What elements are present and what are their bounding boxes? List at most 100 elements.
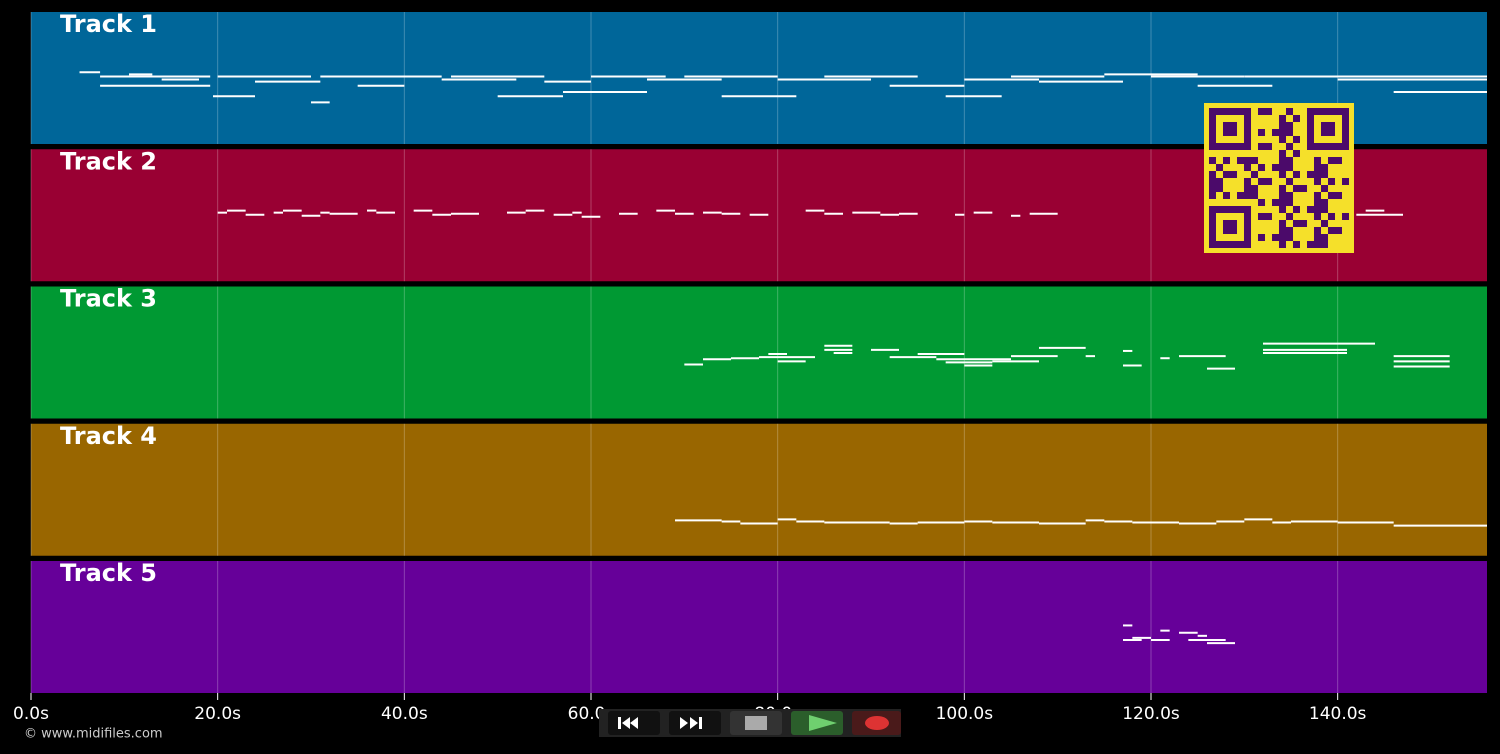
track-name: Track 4 [60,422,157,450]
qr-module [1286,164,1293,171]
qr-module [1209,178,1216,185]
qr-module [1286,199,1293,206]
record-button[interactable] [852,711,901,735]
qr-module [1279,206,1286,213]
qr-module [1279,241,1286,248]
track-name: Track 3 [60,285,157,313]
qr-module [1307,241,1314,248]
track-name: Track 5 [60,559,157,587]
qr-module [1244,185,1251,192]
qr-module [1244,164,1251,171]
qr-module [1279,192,1286,199]
qr-module [1279,199,1286,206]
qr-module [1321,206,1328,213]
qr-module [1223,157,1230,164]
qr-module [1279,129,1286,136]
qr-module [1314,171,1321,178]
qr-module [1258,108,1265,115]
qr-module [1314,164,1321,171]
qr-module [1244,192,1251,199]
qr-code [1204,103,1354,253]
qr-module [1265,213,1272,220]
qr-module [1258,143,1265,150]
track-name: Track 1 [60,10,157,38]
qr-module [1244,108,1251,150]
qr-module [1258,199,1265,206]
qr-module [1314,241,1321,248]
x-tick-label: 120.0s [1122,704,1180,724]
qr-module [1258,213,1265,220]
qr-module [1279,150,1286,157]
track: Track 3 [30,285,1487,419]
qr-module [1286,213,1293,220]
qr-module [1272,129,1279,136]
qr-module [1321,220,1328,227]
qr-module [1209,171,1216,178]
qr-module [1209,157,1216,164]
qr-module [1244,157,1251,164]
qr-module [1314,157,1321,164]
qr-module [1328,227,1335,234]
qr-module [1342,108,1349,150]
qr-module [1237,157,1244,164]
qr-module [1209,143,1251,150]
qr-module [1244,206,1251,248]
transport-controls [599,709,901,737]
track-background [31,561,1487,693]
qr-module [1342,178,1349,185]
qr-module [1286,178,1293,185]
forward-button[interactable] [669,711,721,735]
qr-module [1321,234,1328,241]
qr-module [1293,206,1300,213]
qr-module [1209,192,1216,199]
stop-button[interactable] [730,711,782,735]
qr-module [1321,122,1335,136]
qr-module [1209,108,1216,150]
qr-module [1279,157,1286,164]
qr-module [1258,234,1265,241]
qr-module [1307,108,1349,115]
qr-module [1293,115,1300,122]
qr-module [1293,136,1300,143]
qr-module [1314,178,1321,185]
qr-module [1328,157,1335,164]
qr-module [1223,171,1230,178]
qr-module [1216,164,1223,171]
qr-module [1328,178,1335,185]
qr-module [1272,199,1279,206]
qr-module [1279,115,1286,122]
qr-module [1286,227,1293,234]
qr-module [1265,143,1272,150]
qr-module [1209,206,1216,248]
qr-module [1251,157,1258,164]
qr-module [1230,171,1237,178]
qr-module [1314,234,1321,241]
qr-module [1314,213,1321,220]
qr-module [1272,234,1279,241]
rewind-button[interactable] [608,711,660,735]
play-button[interactable] [791,711,843,735]
qr-module [1293,241,1300,248]
qr-module [1286,192,1293,199]
qr-module [1251,192,1258,199]
x-tick-label: 0.0s [13,704,49,724]
qr-module [1237,192,1244,199]
qr-module [1265,178,1272,185]
qr-module [1293,150,1300,157]
qr-module [1307,143,1349,150]
track-background [31,423,1487,556]
qr-module [1321,171,1328,178]
qr-module [1300,220,1307,227]
qr-module [1258,164,1265,171]
track: Track 5 [30,559,1487,693]
track: Track 4 [30,422,1487,556]
qr-module [1286,122,1293,129]
qr-module [1209,108,1251,115]
watermark: © www.midifiles.com [24,727,163,742]
qr-module [1342,213,1349,220]
qr-module [1209,241,1251,248]
qr-module [1286,143,1293,150]
qr-module [1321,199,1328,206]
